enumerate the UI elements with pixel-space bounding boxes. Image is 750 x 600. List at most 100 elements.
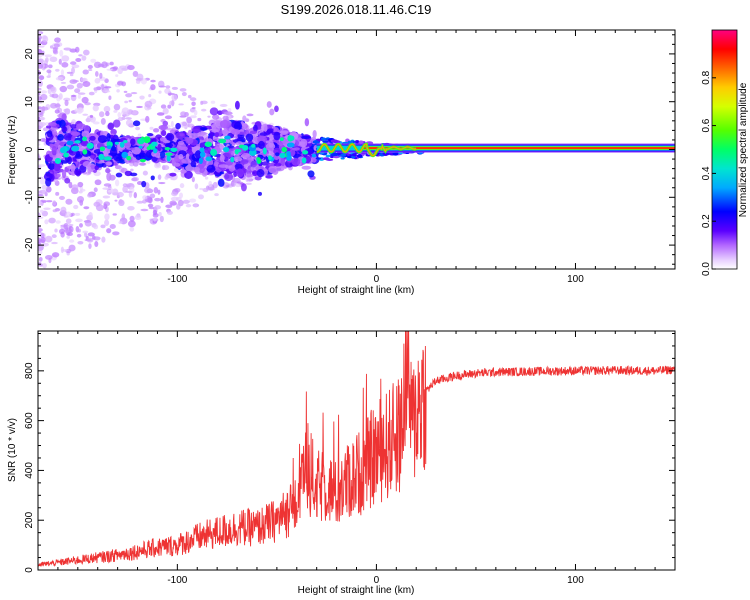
spectrogram-hotspot (230, 156, 235, 163)
spectrogram-noise-blob (89, 114, 94, 118)
spectrogram-band-blob (251, 170, 258, 177)
spectrogram-band-blob (61, 126, 68, 133)
spectrogram-noise-blob (42, 35, 49, 43)
spectrogram-band-blob (256, 169, 265, 178)
spectrogram-band-blob (301, 135, 311, 139)
spectrogram-noise-blob (158, 181, 166, 185)
spectrogram-noise-blob (125, 93, 133, 98)
spectrogram-hotspot (71, 145, 80, 152)
spectrogram-noise-blob (127, 220, 136, 228)
spectrogram-band-blob (88, 158, 94, 162)
spectrogram-noise-blob (38, 48, 43, 55)
spectrogram-noise-blob (181, 121, 188, 127)
spectrogram-noise-blob (189, 198, 197, 203)
spectrogram-band-blob (274, 105, 279, 113)
spectrogram-noise-blob (186, 116, 192, 124)
spectrogram-noise-blob (75, 218, 83, 223)
spectrogram-noise-blob (51, 241, 58, 245)
spectrogram-noise-blob (162, 165, 170, 171)
spectrogram-noise-blob (82, 230, 89, 234)
spectrogram-noise-blob (46, 69, 52, 74)
spectrogram-noise-blob (150, 84, 156, 91)
spectrogram-noise-blob (47, 88, 52, 95)
spectrogram-noise-blob (82, 80, 91, 88)
spectrogram-noise-blob (165, 204, 173, 209)
spectrogram-noise-blob (38, 201, 43, 206)
spectrogram-band-blob (190, 160, 197, 168)
spectrogram-noise-blob (76, 82, 83, 89)
spectrogram-hotspot (204, 141, 212, 148)
spectrogram-heatmap (38, 30, 675, 269)
spectrogram-noise-blob (133, 192, 138, 199)
spectrogram-noise-blob (179, 88, 187, 92)
spectrogram-band-blob (234, 100, 240, 110)
spectrogram-noise-blob (38, 80, 43, 87)
spectrogram-ytick-label: 10 (24, 96, 35, 108)
spectrogram-noise-blob (246, 113, 254, 117)
spectrogram-hotspot (199, 151, 206, 158)
spectrogram-noise-blob (81, 55, 87, 61)
spectrogram-noise-blob (88, 243, 92, 250)
spectrogram-band-blob (132, 120, 141, 127)
spectrogram-noise-blob (93, 61, 102, 69)
spectrogram-noise-blob (154, 197, 161, 202)
spectrogram-band-blob (206, 164, 216, 173)
spectrogram-noise-blob (193, 109, 198, 116)
spectrogram-noise-blob (81, 96, 89, 104)
spectrogram-hotspot (54, 157, 62, 164)
spectrogram-noise-blob (147, 188, 154, 194)
spectrogram-band-blob (236, 168, 244, 178)
spectrogram-carrier-line (361, 147, 675, 150)
spectrogram-band-blob (150, 175, 155, 181)
spectrogram-hotspot (286, 150, 291, 157)
spectrogram-hotspot (99, 146, 106, 152)
spectrogram-hotspot (279, 152, 286, 159)
spectrogram-band-blob (307, 170, 315, 178)
spectrogram-band-blob (291, 158, 301, 166)
spectrogram-noise-blob (134, 214, 142, 221)
spectrogram-noise-blob (64, 99, 69, 107)
spectrogram-noise-blob (77, 241, 84, 245)
spectrogram-noise-blob (185, 204, 192, 208)
spectrogram-noise-blob (38, 37, 41, 43)
spectrogram-band-blob (269, 108, 275, 116)
spectrogram-noise-blob (38, 92, 41, 96)
spectrogram-band-blob (209, 107, 219, 116)
spectrogram-noise-blob (197, 117, 202, 122)
spectrogram-noise-blob (44, 255, 53, 260)
spectrogram-band-blob (257, 140, 265, 149)
spectrogram-band-blob (106, 172, 112, 181)
spectrogram-band-blob (280, 157, 286, 167)
spectrogram-noise-blob (79, 223, 83, 228)
spectrogram-hotspot (98, 153, 105, 161)
spectrogram-band-blob (219, 119, 230, 129)
spectrogram-noise-blob (132, 70, 139, 77)
spectrogram-band-blob (69, 124, 78, 129)
spectrogram-noise-blob (191, 101, 196, 107)
colorbar-ticks: 0.0 0.2 0.4 0.6 0.8 (701, 70, 716, 276)
spectrogram-band-blob (197, 131, 207, 136)
spectrogram-noise-blob (52, 200, 57, 206)
colorbar-tick-label: 0.6 (701, 118, 712, 132)
spectrogram-hotspot (224, 135, 231, 140)
spectrogram-hotspot (242, 144, 249, 151)
spectrogram-band-blob (181, 158, 192, 164)
spectrogram-hotspot (137, 137, 145, 145)
spectrogram-noise-blob (88, 68, 93, 71)
spectrogram-noise-blob (178, 103, 184, 106)
spectrogram-hotspot (82, 136, 88, 142)
spectrogram-noise-blob (104, 78, 109, 84)
spectrogram-noise-blob (49, 56, 58, 63)
spectrogram-noise-blob (112, 231, 120, 236)
spectrogram-noise-blob (77, 92, 86, 95)
spectrogram-band-blob (160, 130, 167, 137)
spectrogram-noise-blob (50, 86, 56, 92)
spectrogram-band-blob (107, 122, 114, 131)
spectrogram-noise-blob (190, 97, 197, 102)
spectrogram-noise-blob (39, 209, 44, 214)
spectrogram-noise-blob (242, 118, 250, 123)
spectrogram-band-blob (233, 121, 243, 131)
spectrogram-noise-blob (207, 115, 211, 118)
spectrogram-noise-blob (157, 174, 162, 180)
